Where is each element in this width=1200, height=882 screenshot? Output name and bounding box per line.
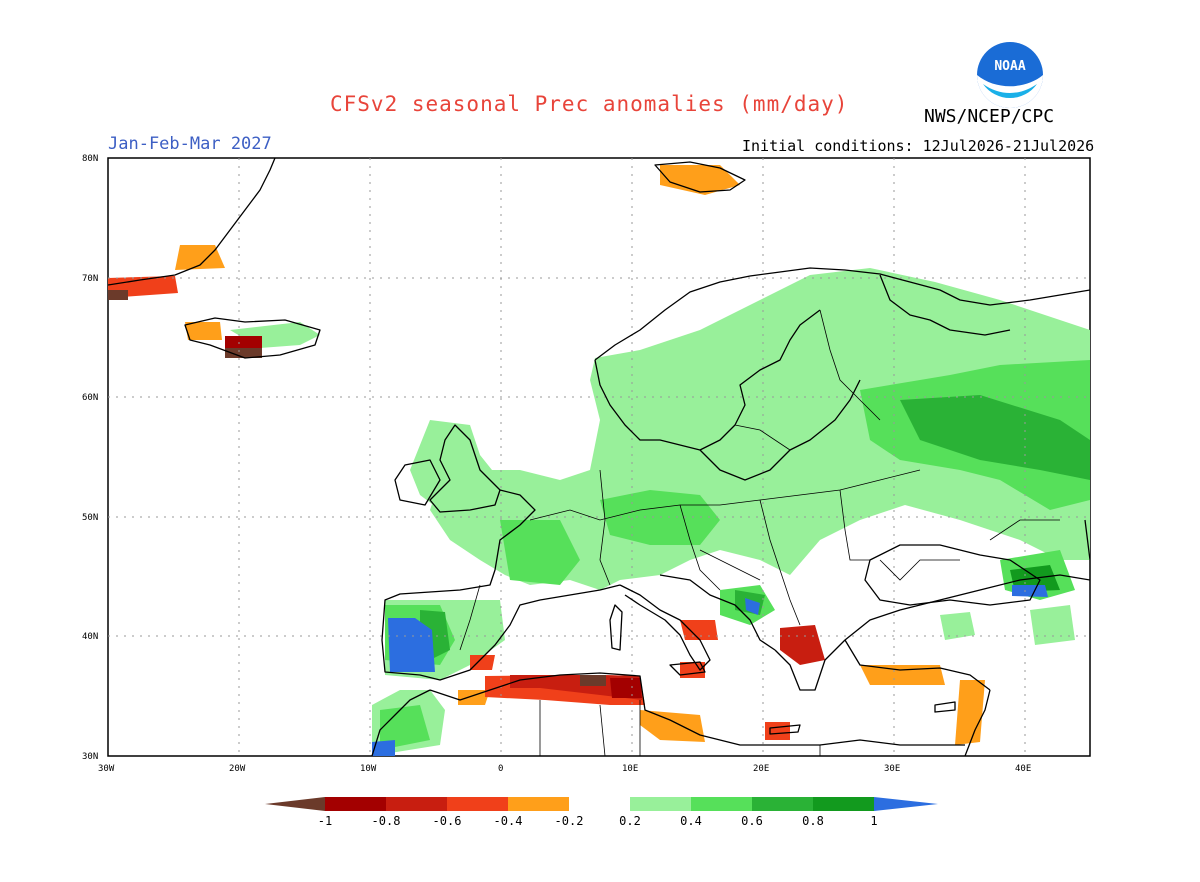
wet-region-light-caucasus xyxy=(1030,605,1075,645)
coast-greenland xyxy=(108,158,276,286)
coast-cyprus xyxy=(934,701,956,713)
coast-ireland xyxy=(394,459,441,506)
dry-region-crete xyxy=(765,722,790,740)
colorbar-label: -0.4 xyxy=(494,814,523,828)
dry-region-extreme-iceland xyxy=(225,348,262,358)
coast-norway-west xyxy=(594,309,821,451)
coast-white-sea xyxy=(879,274,1011,336)
colorbar-label: 1 xyxy=(870,814,877,828)
colorbar-arrow-low xyxy=(265,797,325,811)
colorbar-segment xyxy=(386,797,447,811)
lon-label: 30E xyxy=(884,764,900,774)
colorbar-segment xyxy=(325,797,386,811)
colorbar-label: 0.2 xyxy=(619,814,641,828)
wet-region-medium-morocco xyxy=(380,705,430,750)
colorbar-segment xyxy=(569,797,630,811)
dry-region-extreme-greenland xyxy=(108,290,128,300)
dry-region-light-morocco xyxy=(458,690,490,705)
colorbar-segment xyxy=(630,797,691,811)
organization-label: NWS/NCEP/CPC xyxy=(924,106,1055,127)
lat-label: 30N xyxy=(82,752,98,762)
lat-label: 60N xyxy=(82,393,98,403)
coast-iceland xyxy=(184,317,321,359)
colorbar-label: -0.8 xyxy=(372,814,401,828)
colorbar-segment xyxy=(508,797,569,811)
lat-label: 40N xyxy=(82,632,98,642)
coast-black-sea xyxy=(864,544,1041,606)
dry-region-strong-algeria xyxy=(510,675,642,700)
wet-region-medium-france xyxy=(500,520,580,585)
wet-region-light-turkey xyxy=(940,612,975,640)
coast-italy xyxy=(619,584,711,671)
colorbar-label: -0.2 xyxy=(555,814,584,828)
wet-region-extreme-caucasus xyxy=(1012,585,1048,597)
dry-region-light-libya xyxy=(640,710,705,742)
coast-uk xyxy=(429,424,501,513)
season-label: Jan-Feb-Mar 2027 xyxy=(108,134,272,154)
lat-label: 50N xyxy=(82,513,98,523)
wet-region-extreme-portugal xyxy=(388,618,435,672)
coast-morocco-atlantic xyxy=(371,689,431,756)
colorbar-label: 0.8 xyxy=(802,814,824,828)
dry-region-italy xyxy=(680,620,718,640)
lon-label: 20E xyxy=(753,764,769,774)
country-borders xyxy=(459,309,1060,756)
page-title: CFSv2 seasonal Prec anomalies (mm/day) xyxy=(330,92,849,116)
colorbar-arrow-high xyxy=(874,797,938,811)
lon-label: 10E xyxy=(622,764,638,774)
wet-region-extreme-morocco xyxy=(372,740,395,756)
coast-caspian xyxy=(1084,519,1090,561)
colorbar-segment xyxy=(447,797,508,811)
lat-label: 80N xyxy=(82,154,98,164)
dry-region-algeria-west xyxy=(470,655,495,670)
lon-label: 10W xyxy=(360,764,377,774)
coastlines xyxy=(108,158,1090,756)
dry-region-light-iceland xyxy=(185,322,222,340)
dry-region-strong-iceland xyxy=(225,336,262,350)
dry-region-extreme-algeria xyxy=(580,675,606,686)
wet-region-extreme-adriatic xyxy=(745,598,760,615)
coast-greece xyxy=(774,574,1090,691)
colorbar-label: -1 xyxy=(318,814,332,828)
colorbar: -1 -0.8 -0.6 -0.4 -0.2 0.2 0.4 0.6 0.8 1 xyxy=(265,797,938,828)
coast-turkey-south xyxy=(844,639,991,691)
dry-region-light-greenland-east xyxy=(175,245,225,270)
colorbar-label: -0.6 xyxy=(433,814,462,828)
dry-region-light-svalbard xyxy=(660,165,740,195)
coast-levant xyxy=(964,689,991,756)
lon-label: 0 xyxy=(498,764,503,774)
lat-label: 70N xyxy=(82,274,98,284)
wet-region-dark-russia xyxy=(900,395,1090,480)
coast-adriatic xyxy=(659,574,776,651)
wet-region-light-uk xyxy=(410,420,500,510)
coast-north-africa xyxy=(429,672,965,746)
wet-region-light-north xyxy=(430,268,1090,590)
dry-region-light-turkey xyxy=(860,665,945,685)
colorbar-segment xyxy=(752,797,813,811)
colorbar-segment xyxy=(691,797,752,811)
colorbar-label: 0.6 xyxy=(741,814,763,828)
colorbar-label: 0.4 xyxy=(680,814,702,828)
noaa-logo-text: NOAA xyxy=(994,59,1025,74)
dry-region-strong-tunisia xyxy=(610,678,642,698)
colorbar-segment xyxy=(813,797,874,811)
dry-region-light-levant xyxy=(955,680,985,745)
noaa-logo: NOAA xyxy=(977,42,1043,108)
initial-conditions-label: Initial conditions: 12Jul2026-21Jul2026 xyxy=(742,137,1095,155)
coast-scandinavia xyxy=(594,267,1090,361)
coast-svalbard xyxy=(654,161,746,193)
coast-france-iberia xyxy=(381,489,621,681)
coast-crete xyxy=(769,724,801,735)
lon-label: 40E xyxy=(1015,764,1031,774)
dry-region-strong-greece xyxy=(780,625,825,665)
coast-sicily xyxy=(669,661,706,676)
lon-label: 30W xyxy=(98,764,115,774)
lon-label: 20W xyxy=(229,764,246,774)
coast-corsica-sardinia xyxy=(609,604,623,651)
